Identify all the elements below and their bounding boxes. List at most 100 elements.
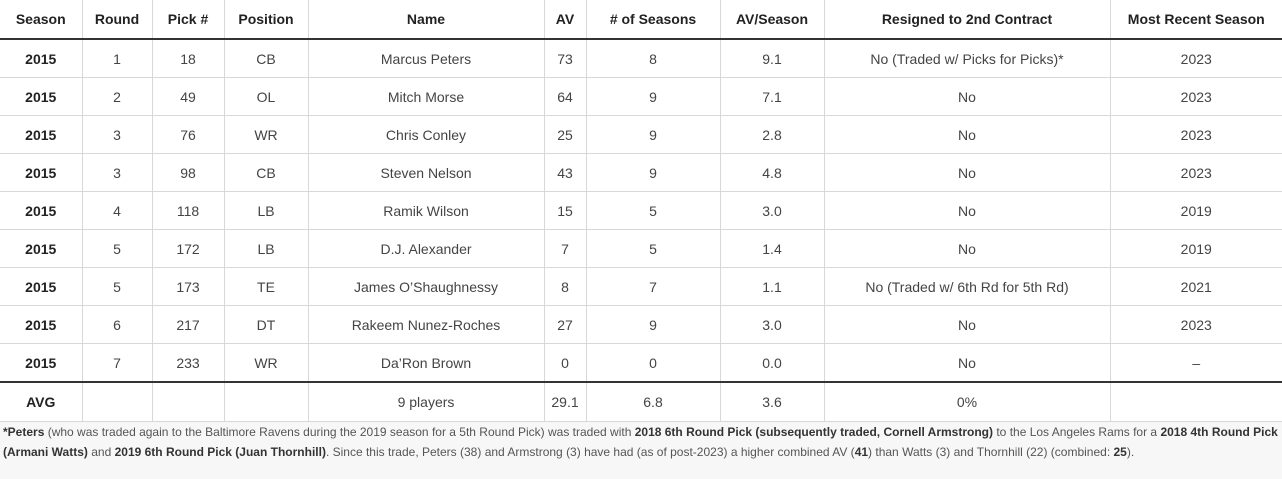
- cell-av: 0: [544, 343, 587, 382]
- cell-av: 43: [544, 153, 587, 192]
- cell-pick: 18: [152, 39, 225, 78]
- footnote-emphasis: 25: [1113, 444, 1127, 459]
- cell-season: 2015: [0, 153, 83, 192]
- cell-pick: 233: [152, 343, 225, 382]
- avg-cell-name: 9 players: [308, 381, 545, 422]
- avg-cell-position: [224, 381, 309, 422]
- cell-round: 5: [82, 267, 153, 306]
- table-row: 2015 3 98 CB Steven Nelson 43 9 4.8 No 2023: [0, 153, 1282, 192]
- footnote-text: ).: [1126, 444, 1135, 459]
- footnote-emphasis: 41: [854, 444, 869, 459]
- footnote-emphasis: 2018 4th Round Pick (Armani Watts): [3, 425, 1278, 459]
- cell-seasons: 8: [586, 39, 721, 78]
- cell-season: 2015: [0, 39, 83, 78]
- cell-most-recent-season: 2019: [1110, 229, 1282, 268]
- cell-most-recent-season: 2023: [1110, 77, 1282, 116]
- cell-season: 2015: [0, 191, 83, 230]
- cell-resigned: No (Traded w/ 6th Rd for 5th Rd): [824, 267, 1111, 306]
- cell-round: 5: [82, 229, 153, 268]
- cell-av: 64: [544, 77, 587, 116]
- cell-av-per-season: 9.1: [720, 39, 825, 78]
- cell-av-per-season: 2.8: [720, 115, 825, 154]
- cell-resigned: No: [824, 153, 1111, 192]
- cell-most-recent-season: 2019: [1110, 191, 1282, 230]
- cell-pick: 118: [152, 191, 225, 230]
- cell-name: Mitch Morse: [308, 77, 545, 116]
- cell-seasons: 5: [586, 229, 721, 268]
- avg-cell-round: [82, 381, 153, 422]
- cell-round: 4: [82, 191, 153, 230]
- column-header-season: Season: [0, 0, 83, 40]
- draft-class-table: Season Round Pick # Position Name AV # o…: [0, 0, 1282, 422]
- cell-most-recent-season: 2023: [1110, 115, 1282, 154]
- cell-most-recent-season: –: [1192, 354, 1201, 371]
- table-footnote: *Peters (who was traded again to the Bal…: [0, 422, 1282, 479]
- cell-most-recent-season: 2023: [1110, 39, 1282, 78]
- avg-cell-resigned: 0%: [824, 381, 1111, 422]
- cell-position: WR: [224, 343, 309, 382]
- avg-cell-most-recent-season: [1110, 381, 1282, 422]
- cell-name: Ramik Wilson: [308, 191, 545, 230]
- column-header-seasons: # of Seasons: [586, 0, 721, 40]
- cell-seasons: 7: [586, 267, 721, 306]
- avg-label: AVG: [0, 381, 83, 422]
- footnote-text: (who was traded again to the Baltimore R…: [44, 425, 635, 439]
- cell-av-per-season: 3.0: [720, 305, 825, 344]
- average-row: AVG 9 players 29.1 6.8 3.6 0%: [0, 381, 1282, 422]
- cell-position: DT: [224, 305, 309, 344]
- cell-name: Chris Conley: [308, 115, 545, 154]
- cell-resigned: No: [824, 115, 1111, 154]
- cell-name: Steven Nelson: [308, 153, 545, 192]
- cell-round: 3: [82, 115, 153, 154]
- cell-pick: 173: [152, 267, 225, 306]
- cell-name: Marcus Peters: [308, 39, 545, 78]
- cell-av: 8: [544, 267, 587, 306]
- column-header-round: Round: [82, 0, 153, 40]
- footnote-emphasis: 2018 6th Round Pick (subsequently traded…: [634, 425, 994, 439]
- cell-av: 7: [544, 229, 587, 268]
- footnote-emphasis: *Peters: [3, 425, 45, 439]
- footnote-text: and: [87, 444, 115, 459]
- column-header-position: Position: [224, 0, 309, 40]
- cell-av-per-season: 4.8: [720, 153, 825, 192]
- cell-pick: 98: [152, 153, 225, 192]
- cell-name: James O’Shaughnessy: [308, 267, 545, 306]
- cell-av: 25: [544, 115, 587, 154]
- column-header-most-recent-season: Most Recent Season: [1110, 0, 1282, 40]
- cell-round: 2: [82, 77, 153, 116]
- cell-seasons: 9: [586, 77, 721, 116]
- column-header-av: AV: [544, 0, 587, 40]
- cell-most-recent-season: 2023: [1110, 305, 1282, 344]
- cell-season: 2015: [0, 77, 83, 116]
- column-header-name: Name: [308, 0, 545, 40]
- cell-most-recent-season: 2023: [1110, 153, 1282, 192]
- cell-position: CB: [224, 39, 309, 78]
- cell-av: 73: [544, 39, 587, 78]
- avg-cell-seasons: 6.8: [586, 381, 721, 422]
- cell-av: 27: [544, 305, 587, 344]
- footnote-text: . Since this trade, Peters (38) and Arms…: [325, 444, 855, 459]
- footnote-text: ) than Watts (3) and Thornhill (22) (com…: [868, 444, 1114, 459]
- cell-position: WR: [224, 115, 309, 154]
- cell-pick: 172: [152, 229, 225, 268]
- cell-av-per-season: 3.0: [720, 191, 825, 230]
- cell-season: 2015: [0, 305, 83, 344]
- table-row: 2015 6 217 DT Rakeem Nunez-Roches 27 9 3.0 No 202…: [0, 305, 1282, 344]
- cell-season: 2015: [0, 115, 83, 154]
- cell-position: LB: [224, 229, 309, 268]
- cell-most-recent-season: 2021: [1110, 267, 1282, 306]
- cell-name: Rakeem Nunez-Roches: [308, 305, 545, 344]
- cell-pick: 217: [152, 305, 225, 344]
- cell-position: OL: [224, 77, 309, 116]
- cell-season: 2015: [0, 343, 83, 382]
- column-header-pick: Pick #: [152, 0, 225, 40]
- table-row: 2015 2 49 OL Mitch Morse 64 9 7.1 No 2023: [0, 77, 1282, 116]
- cell-round: 1: [82, 39, 153, 78]
- cell-resigned: No: [824, 229, 1111, 268]
- cell-round: 7: [82, 343, 153, 382]
- footnote-text: to the Los Angeles Rams for a: [993, 425, 1161, 439]
- cell-seasons: 9: [586, 153, 721, 192]
- cell-av-per-season: 7.1: [720, 77, 825, 116]
- cell-av-per-season: 0.0: [720, 343, 825, 382]
- column-header-av-per-season: AV/Season: [720, 0, 825, 40]
